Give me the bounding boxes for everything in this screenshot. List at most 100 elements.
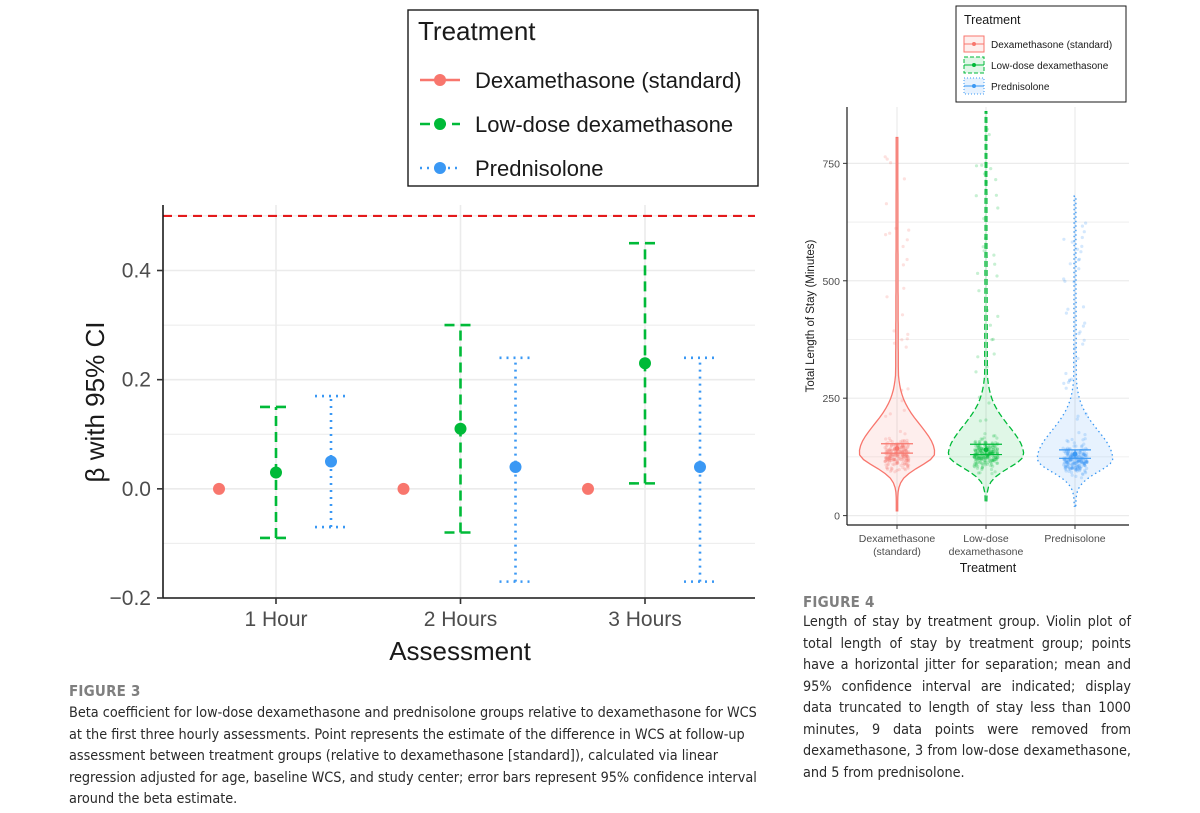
figure-3-legend: Treatment Dexamethasone (standard) Low-dos… (407, 9, 759, 187)
jitter-point (902, 286, 906, 290)
jitter-point (973, 448, 977, 452)
jitter-point (1082, 453, 1086, 457)
jitter-point (1063, 279, 1067, 283)
jitter-point (981, 245, 985, 249)
jitter-point (904, 462, 908, 466)
jitter-point (977, 456, 981, 460)
jitter-point (994, 193, 999, 197)
jitter-point (889, 444, 894, 448)
jitter-point (985, 127, 989, 131)
jitter-point (1082, 463, 1086, 467)
jitter-point (886, 458, 891, 462)
mean-point-prednisolone (1072, 451, 1078, 457)
jitter-point (1069, 454, 1073, 458)
jitter-point (1064, 459, 1068, 463)
jitter-point (993, 455, 997, 459)
jitter-point (905, 454, 909, 458)
jitter-point (995, 450, 1000, 454)
x-axis-title: Treatment (960, 561, 1017, 575)
jitter-point (902, 439, 906, 443)
jitter-point (1085, 460, 1089, 464)
figure-4-axes: 0 250 500 750 Dexamethasone(standard) Low-dos… (805, 107, 1129, 575)
jitter-point (895, 461, 899, 465)
legend-key-point-low_dose (434, 118, 446, 130)
jitter-point (905, 455, 909, 459)
jitter-point (1078, 469, 1082, 473)
jitter-point (1075, 467, 1079, 471)
jitter-point (905, 457, 909, 461)
jitter-point (905, 257, 909, 262)
jitter-point (1077, 458, 1081, 463)
jitter-point (903, 448, 907, 452)
jitter-point (1069, 455, 1073, 459)
jitter-point (902, 448, 906, 452)
jitter-point (983, 440, 988, 444)
jitter-point (1084, 453, 1088, 458)
jitter-point (976, 451, 980, 455)
jitter-point (1076, 414, 1080, 418)
jitter-point (988, 448, 992, 452)
x-tick-label: (standard) (873, 546, 921, 558)
jitter-point (984, 440, 988, 445)
jitter-point (972, 455, 976, 459)
jitter-point (900, 449, 904, 453)
jitter-point (993, 451, 997, 455)
jitter-point (895, 459, 899, 463)
jitter-point (895, 460, 899, 465)
jitter-point (902, 449, 906, 453)
jitter-point (1081, 461, 1085, 465)
jitter-point (980, 458, 984, 462)
point-low_dose (639, 357, 651, 370)
jitter-point (973, 465, 977, 469)
legend-label-low_dose: Low-dose dexamethasone (475, 112, 733, 137)
jitter-point (1077, 267, 1081, 271)
jitter-point (884, 457, 888, 461)
jitter-point (904, 449, 908, 453)
jitter-point (983, 236, 988, 241)
jitter-point (1079, 455, 1084, 459)
jitter-point (995, 436, 999, 440)
jitter-point (1064, 386, 1068, 390)
jitter-point (979, 446, 984, 451)
jitter-point (1075, 468, 1079, 472)
jitter-point (994, 455, 998, 459)
jitter-point (904, 447, 908, 451)
jitter-point (1079, 460, 1083, 464)
jitter-point (977, 455, 982, 459)
jitter-point (980, 466, 984, 470)
jitter-point (906, 458, 910, 462)
jitter-point (1062, 237, 1066, 241)
legend-key-point (972, 63, 976, 67)
jitter-point (1077, 332, 1081, 336)
jitter-point (1084, 471, 1088, 475)
jitter-point (901, 466, 905, 470)
jitter-point (975, 458, 979, 462)
jitter-point (1070, 452, 1074, 456)
jitter-point (992, 352, 996, 356)
jitter-point (979, 456, 983, 460)
jitter-point (978, 471, 982, 475)
jitter-point (1074, 461, 1078, 465)
jitter-point (1076, 458, 1080, 463)
jitter-point (980, 437, 985, 441)
jitter-point (896, 454, 900, 458)
jitter-point (990, 449, 994, 453)
x-tick-label: Dexamethasone (859, 533, 936, 545)
jitter-point (994, 178, 998, 182)
jitter-point (995, 447, 1000, 451)
jitter-point (1071, 461, 1075, 465)
jitter-point (1084, 412, 1088, 416)
jitter-point (886, 459, 890, 463)
jitter-point (1077, 459, 1081, 463)
jitter-point (888, 231, 892, 235)
jitter-point (991, 464, 995, 468)
jitter-point (994, 456, 998, 460)
jitter-point (907, 463, 911, 467)
jitter-point (891, 453, 895, 457)
jitter-point (904, 449, 908, 453)
jitter-point (901, 454, 905, 458)
jitter-point (1081, 342, 1085, 346)
y-tick-label: 750 (822, 158, 840, 170)
mean-point-low_dose (983, 447, 989, 453)
jitter-point (901, 456, 905, 460)
